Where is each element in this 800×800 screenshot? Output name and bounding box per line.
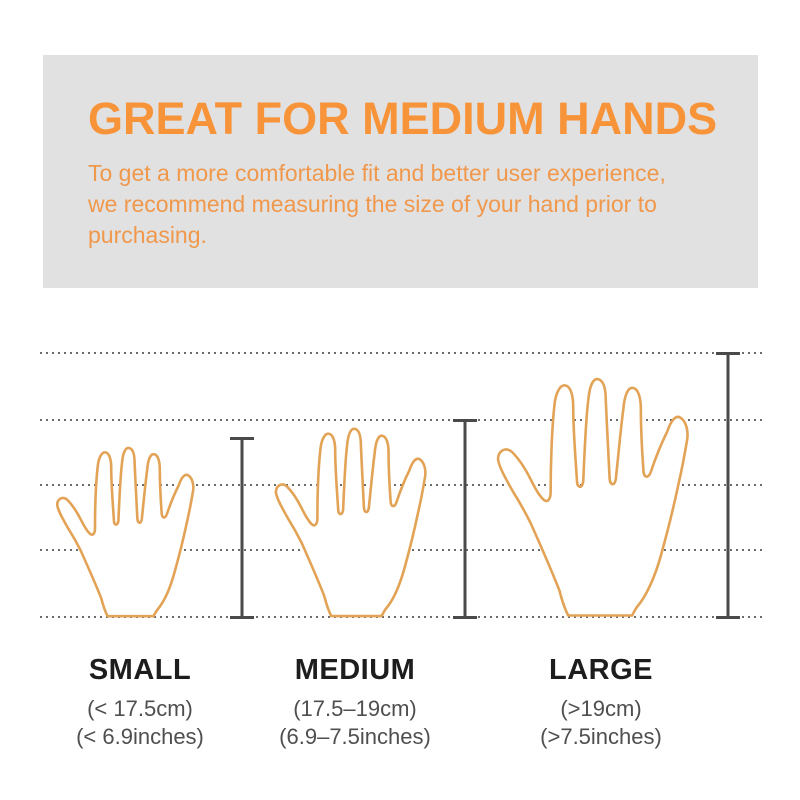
measure-bar-medium-stem xyxy=(463,419,467,619)
size-range-cm-large: (>19cm) xyxy=(560,696,642,721)
size-range-cm-medium: (17.5–19cm) xyxy=(293,696,417,721)
dotted-gridline-1 xyxy=(40,352,762,354)
intro-line-3: purchasing. xyxy=(88,222,207,248)
size-label-medium: MEDIUM (17.5–19cm) (6.9–7.5inches) xyxy=(250,654,460,751)
dotted-gridline-2 xyxy=(40,419,762,421)
size-range-cm-small: (< 17.5cm) xyxy=(87,696,193,721)
intro-line-1: To get a more comfortable fit and better… xyxy=(88,160,666,186)
size-range-inches-medium: (6.9–7.5inches) xyxy=(279,724,431,749)
size-range-inches-small: (< 6.9inches) xyxy=(76,724,204,749)
measure-bar-large xyxy=(715,352,741,619)
size-name-small: SMALL xyxy=(88,654,192,686)
measure-bar-medium xyxy=(452,419,478,619)
size-name-large: LARGE xyxy=(549,654,653,686)
page-title: GREAT FOR MEDIUM HANDS xyxy=(88,93,718,144)
medium-hand-illustration xyxy=(268,420,436,618)
measure-bar-small-stem xyxy=(240,437,244,619)
size-label-small: SMALL (< 17.5cm) (< 6.9inches) xyxy=(35,654,245,751)
intro-paragraph: To get a more comfortable fit and better… xyxy=(88,158,666,251)
small-hand-illustration xyxy=(50,440,203,618)
intro-line-2: we recommend measuring the size of your … xyxy=(88,191,657,217)
size-name-medium: MEDIUM xyxy=(294,654,416,686)
dotted-gridline-3 xyxy=(40,484,762,486)
size-label-large: LARGE (>19cm) (>7.5inches) xyxy=(496,654,706,751)
dotted-gridline-baseline xyxy=(40,616,762,618)
measure-bar-large-stem xyxy=(726,352,730,619)
header-box: GREAT FOR MEDIUM HANDS To get a more com… xyxy=(43,55,758,288)
large-hand-illustration xyxy=(488,368,701,618)
measure-bar-small xyxy=(229,437,255,619)
size-range-inches-large: (>7.5inches) xyxy=(540,724,662,749)
